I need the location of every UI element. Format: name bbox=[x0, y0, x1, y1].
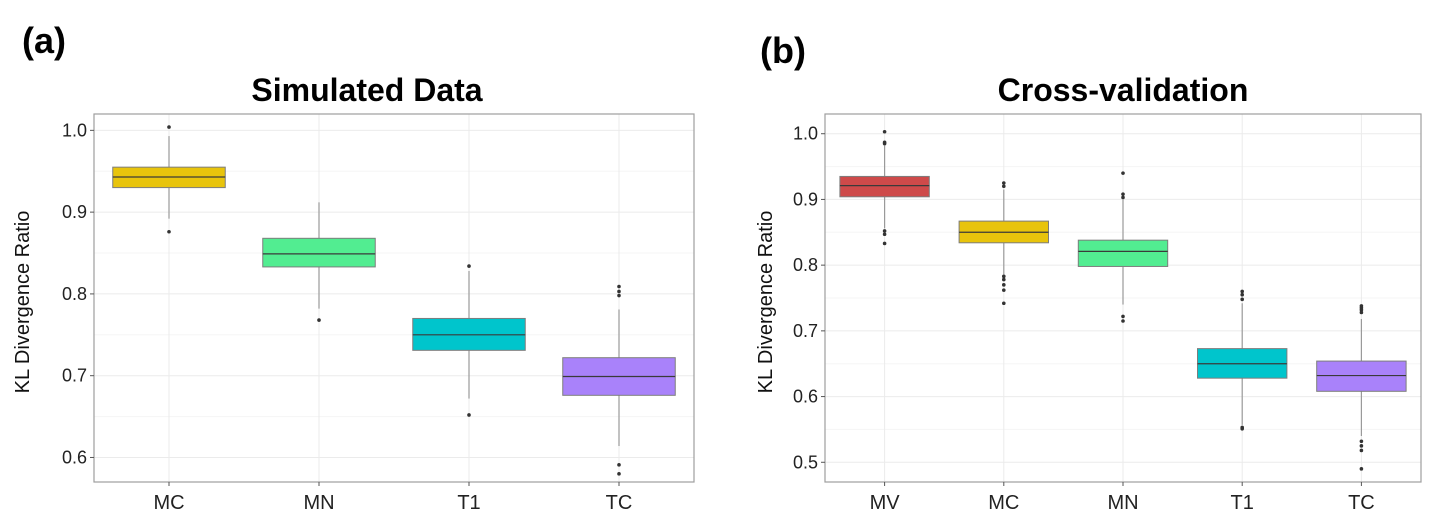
outlier-point bbox=[617, 293, 621, 298]
box-t1 bbox=[412, 264, 526, 417]
outlier-point bbox=[1359, 310, 1364, 315]
outlier-point bbox=[1121, 319, 1125, 323]
y-tick-label: 1.0 bbox=[62, 120, 87, 140]
outlier-point bbox=[1002, 181, 1006, 185]
y-tick-label: 0.7 bbox=[793, 321, 818, 341]
box-iqr bbox=[839, 175, 930, 198]
box-mn bbox=[1077, 171, 1169, 323]
y-tick-label: 0.6 bbox=[62, 447, 87, 467]
box-mc bbox=[112, 125, 226, 234]
outlier-point bbox=[617, 289, 621, 294]
x-tick-label: T1 bbox=[457, 492, 480, 514]
chart-title-a: Simulated Data bbox=[251, 72, 482, 108]
outlier-point bbox=[1002, 283, 1006, 287]
outlier-point bbox=[1359, 308, 1364, 312]
x-tick-label: MC bbox=[153, 492, 184, 514]
outlier-point bbox=[1002, 288, 1006, 292]
outlier-point bbox=[882, 232, 887, 237]
outlier-point bbox=[317, 318, 321, 322]
outlier-point bbox=[1359, 467, 1364, 471]
outlier-point bbox=[1240, 289, 1244, 294]
outlier-point bbox=[617, 472, 621, 476]
outlier-point bbox=[882, 129, 887, 134]
y-tick-label: 0.9 bbox=[793, 189, 818, 209]
box-mv bbox=[839, 129, 930, 246]
x-tick-label: MV bbox=[870, 492, 901, 514]
plot-border bbox=[93, 113, 695, 483]
box-mc bbox=[958, 181, 1049, 306]
y-tick-label: 0.6 bbox=[793, 387, 818, 407]
x-tick-label: MC bbox=[988, 492, 1019, 514]
outlier-point bbox=[1359, 448, 1364, 453]
outlier-point bbox=[617, 284, 621, 289]
outlier-point bbox=[1240, 292, 1244, 297]
outlier-point bbox=[882, 241, 887, 246]
outlier-point bbox=[167, 125, 171, 129]
x-tick-label: T1 bbox=[1231, 492, 1254, 514]
outlier-point bbox=[1002, 301, 1006, 306]
y-tick-label: 0.8 bbox=[62, 284, 87, 304]
outlier-point bbox=[1240, 297, 1244, 302]
y-tick-label: 0.8 bbox=[793, 255, 818, 275]
box-mn bbox=[262, 202, 376, 322]
outlier-point bbox=[1121, 195, 1125, 200]
panel-label-a: (a) bbox=[22, 20, 66, 61]
plot-area-a: 0.6 0.7 0.8 0.9 1.0 MC MN T1 TC bbox=[62, 113, 695, 514]
outlier-point bbox=[882, 229, 887, 233]
outlier-point bbox=[1121, 171, 1125, 175]
box-iqr bbox=[1077, 239, 1169, 267]
y-axis-label-b: KL Divergence Ratio bbox=[755, 211, 777, 394]
panel-b: (b) Cross-validation KL Divergence Ratio… bbox=[755, 30, 1422, 514]
y-tick-label: 0.5 bbox=[793, 452, 818, 472]
box-t1 bbox=[1197, 289, 1288, 431]
outlier-point bbox=[1002, 184, 1006, 189]
box-iqr bbox=[262, 237, 376, 268]
x-tick-label: TC bbox=[606, 492, 633, 514]
y-tick-label: 1.0 bbox=[793, 124, 818, 144]
box-tc bbox=[1316, 304, 1407, 471]
y-tick-label: 0.9 bbox=[62, 202, 87, 222]
outlier-point bbox=[617, 463, 621, 467]
panel-a: (a) Simulated Data KL Divergence Ratio 0… bbox=[12, 20, 695, 514]
box-tc bbox=[562, 284, 676, 476]
outlier-point bbox=[1121, 192, 1125, 196]
outlier-point bbox=[167, 229, 171, 234]
y-tick-label: 0.7 bbox=[62, 366, 87, 386]
outlier-point bbox=[1359, 444, 1364, 448]
outlier-point bbox=[467, 413, 471, 417]
outlier-point bbox=[467, 264, 471, 268]
outlier-point bbox=[1240, 426, 1244, 431]
chart-title-b: Cross-validation bbox=[998, 72, 1249, 108]
plot-area-b: 0.5 0.6 0.7 0.8 0.9 1.0 MV MC MN T1 TC bbox=[793, 113, 1422, 514]
outlier-point bbox=[1002, 274, 1006, 279]
x-tick-label: MN bbox=[1107, 492, 1138, 514]
outlier-point bbox=[882, 141, 887, 146]
y-axis-label-a: KL Divergence Ratio bbox=[12, 211, 34, 394]
panel-label-b: (b) bbox=[760, 30, 806, 71]
x-tick-label: MN bbox=[303, 492, 334, 514]
outlier-point bbox=[1002, 277, 1006, 282]
outlier-point bbox=[1121, 314, 1125, 319]
x-tick-label: TC bbox=[1348, 492, 1375, 514]
box-iqr bbox=[1316, 360, 1407, 392]
outlier-point bbox=[1359, 439, 1364, 444]
